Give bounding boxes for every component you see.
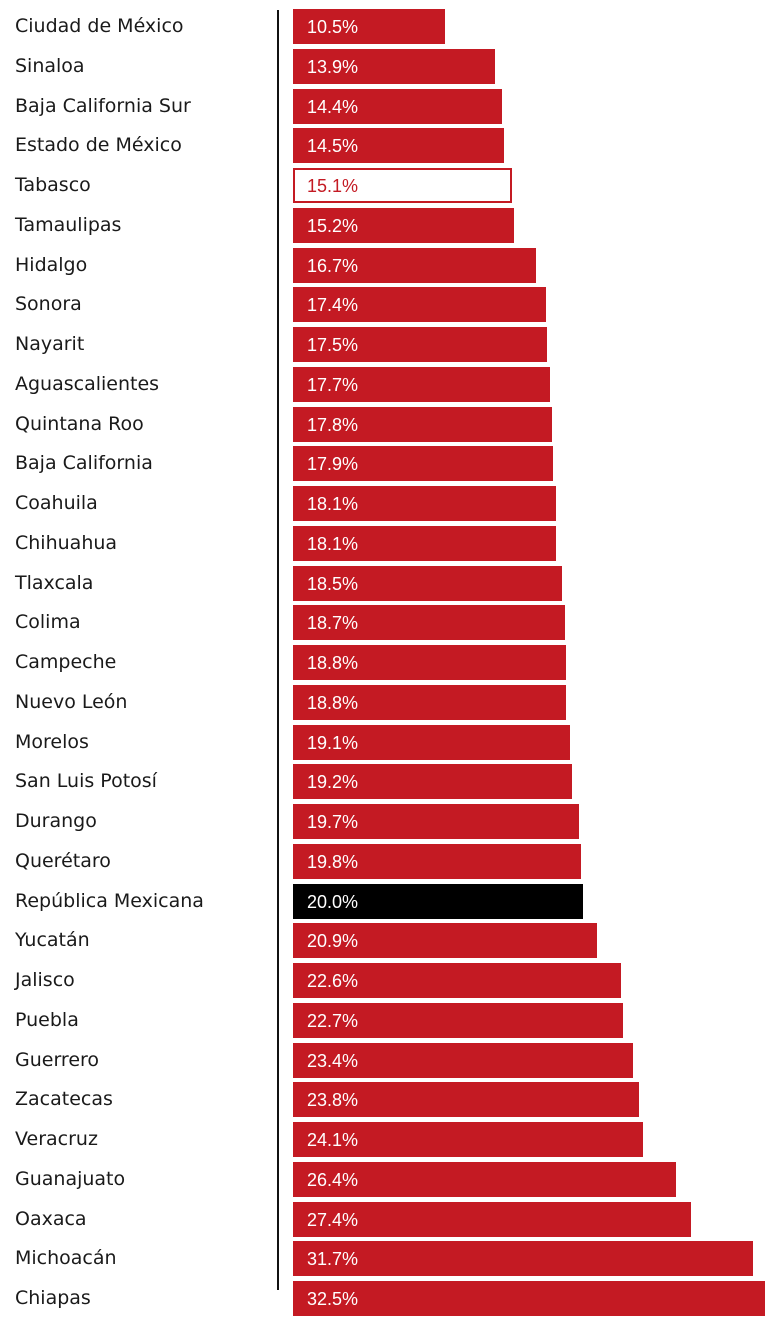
category-label: Zacatecas [15, 1081, 113, 1117]
category-label: Hidalgo [15, 247, 87, 283]
bar-value-label: 18.7% [307, 605, 358, 640]
bar-value-label: 17.9% [307, 446, 358, 481]
bar-value-label: 17.7% [307, 367, 358, 402]
category-label: Estado de México [15, 127, 182, 163]
bar-value-label: 15.1% [307, 168, 358, 203]
category-label: Colima [15, 604, 81, 640]
category-label: Tabasco [15, 167, 91, 203]
bar-value-label: 27.4% [307, 1202, 358, 1237]
bar-value-label: 17.4% [307, 287, 358, 322]
bar-value-label: 19.8% [307, 844, 358, 879]
bar-value-label: 18.8% [307, 645, 358, 680]
bar-value-label: 14.5% [307, 128, 358, 163]
bar-value-label: 22.6% [307, 963, 358, 998]
category-label: Chihuahua [15, 525, 117, 561]
bar-value-label: 26.4% [307, 1162, 358, 1197]
category-label: Nayarit [15, 326, 84, 362]
bar-value-label: 16.7% [307, 248, 358, 283]
category-label: Jalisco [15, 962, 75, 998]
category-label: Chiapas [15, 1280, 91, 1316]
category-label: Morelos [15, 724, 89, 760]
category-label: Puebla [15, 1002, 79, 1038]
bar-value-label: 22.7% [307, 1003, 358, 1038]
bar-value-label: 13.9% [307, 49, 358, 84]
bar-value-label: 19.7% [307, 804, 358, 839]
category-label: Guerrero [15, 1042, 99, 1078]
category-label: Sonora [15, 286, 82, 322]
bar-value-label: 18.1% [307, 486, 358, 521]
bar-value-label: 19.2% [307, 764, 358, 799]
bar-value-label: 23.8% [307, 1082, 358, 1117]
bar-value-label: 15.2% [307, 208, 358, 243]
bar-value-label: 18.5% [307, 566, 358, 601]
category-label: Campeche [15, 644, 116, 680]
bar-value-label: 23.4% [307, 1043, 358, 1078]
bar-value-label: 18.1% [307, 526, 358, 561]
bar-value-label: 17.8% [307, 407, 358, 442]
category-label: Tlaxcala [15, 565, 93, 601]
bar-value-label: 20.9% [307, 923, 358, 958]
category-label: Baja California Sur [15, 88, 191, 124]
category-label: Nuevo León [15, 684, 127, 720]
bar-value-label: 24.1% [307, 1122, 358, 1157]
bar-value-label: 20.0% [307, 884, 358, 919]
category-label: Querétaro [15, 843, 111, 879]
category-label: República Mexicana [15, 883, 204, 919]
bar-value-label: 10.5% [307, 9, 358, 44]
category-label: Veracruz [15, 1121, 98, 1157]
category-label: San Luis Potosí [15, 763, 157, 799]
bar-value-label: 14.4% [307, 89, 358, 124]
category-label: Guanajuato [15, 1161, 125, 1197]
category-label: Durango [15, 803, 97, 839]
bar [293, 1241, 753, 1276]
category-label: Ciudad de México [15, 8, 184, 44]
category-label: Tamaulipas [15, 207, 121, 243]
category-label: Coahuila [15, 485, 98, 521]
category-label: Aguascalientes [15, 366, 159, 402]
bar-value-label: 18.8% [307, 685, 358, 720]
category-label: Michoacán [15, 1240, 117, 1276]
bar-value-label: 31.7% [307, 1241, 358, 1276]
category-axis-line [277, 10, 279, 1290]
category-label: Yucatán [15, 922, 90, 958]
category-label: Oaxaca [15, 1201, 87, 1237]
category-label: Quintana Roo [15, 406, 144, 442]
bar-value-label: 17.5% [307, 327, 358, 362]
category-label: Baja California [15, 445, 153, 481]
category-label: Sinaloa [15, 48, 85, 84]
bar-value-label: 19.1% [307, 725, 358, 760]
